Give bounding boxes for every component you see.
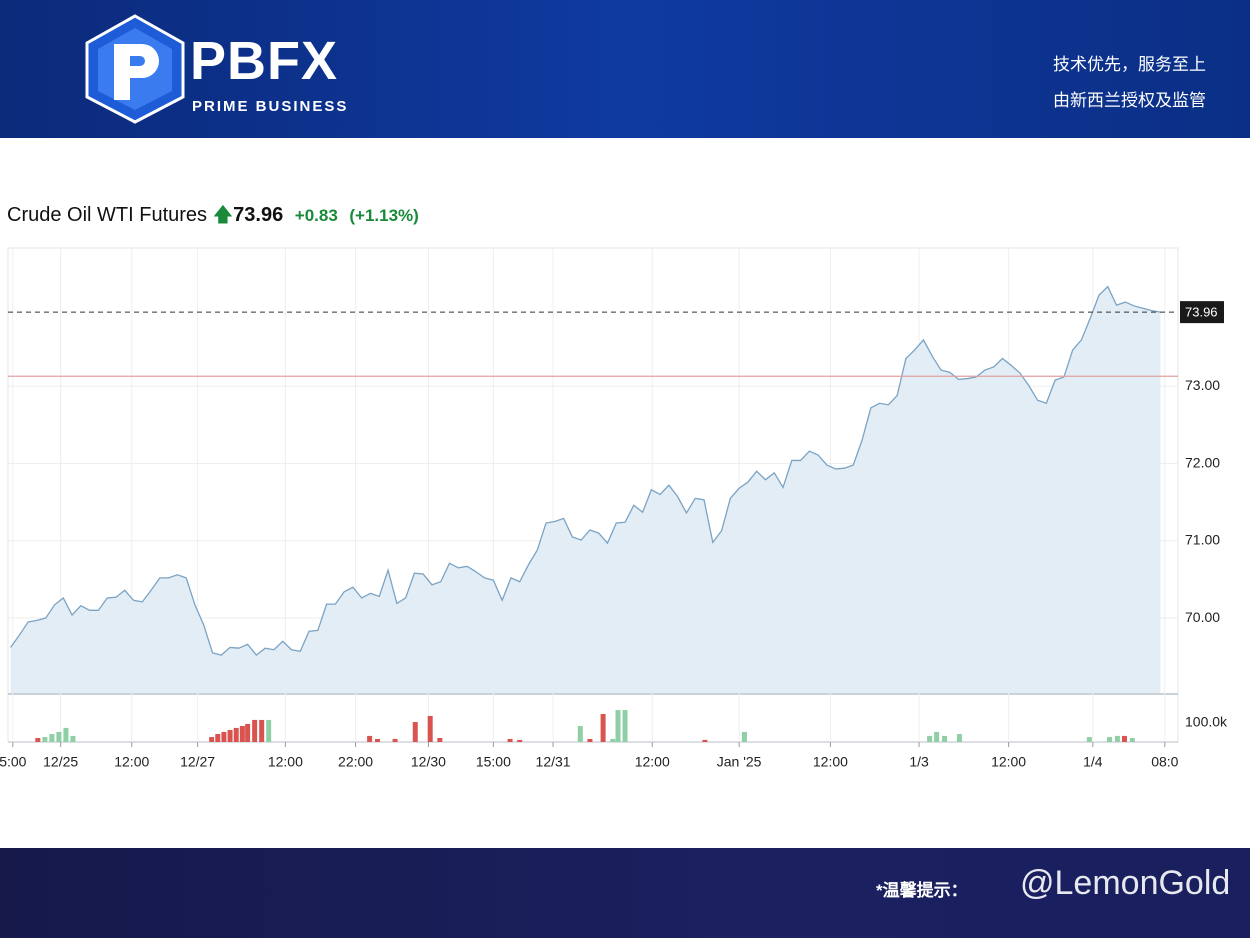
volume-bar — [42, 737, 48, 742]
volume-bar — [942, 735, 948, 742]
volume-bar — [1086, 737, 1092, 742]
volume-bar — [1114, 735, 1120, 742]
y-tick-label: 73.00 — [1185, 377, 1220, 393]
quote-header: Crude Oil WTI Futures 🡅73.96 +0.83 (+1.1… — [7, 200, 419, 234]
x-tick-label: 12:00 — [991, 754, 1026, 770]
x-tick-label: 12/25 — [43, 754, 78, 770]
x-tick-label: 12/30 — [411, 754, 446, 770]
slogan: 技术优先，服务至上 — [1053, 55, 1206, 74]
volume-bar — [507, 738, 513, 742]
slogan: 由新西兰授权及监管 — [1053, 91, 1206, 110]
x-tick-label: 12/27 — [180, 754, 215, 770]
brand: PBFX — [190, 31, 339, 91]
x-tick-label: 15:00 — [476, 754, 511, 770]
x-tick-label: 12/31 — [536, 754, 571, 770]
volume-bar — [412, 722, 418, 742]
x-tick-label: 5:00 — [0, 754, 27, 770]
line — [10, 285, 1161, 657]
x-tick-label: 08:0 — [1151, 754, 1178, 770]
volume-bar — [577, 726, 583, 742]
volume-bar — [437, 738, 443, 742]
volume-bar — [252, 719, 258, 742]
x-tick-label: 12:00 — [813, 754, 848, 770]
x-tick-label: 1/3 — [909, 754, 929, 770]
x-tick-label: 12:00 — [268, 754, 303, 770]
y-tick-label: 70.00 — [1185, 609, 1220, 625]
x-tick-label: 22:00 — [338, 754, 373, 770]
instrument-name: Crude Oil WTI Futures — [7, 204, 208, 226]
volume-bar — [209, 737, 215, 742]
volume-bar — [70, 735, 76, 742]
volume-bar — [934, 731, 940, 742]
volume-bar — [1129, 738, 1135, 742]
volume-bar — [600, 714, 606, 742]
change: +0.83 — [294, 206, 338, 225]
footer — [0, 848, 1250, 938]
volume-bar — [927, 735, 933, 742]
volume-bar — [622, 710, 628, 742]
volume-bar — [1107, 737, 1113, 742]
x-tick-label: 12:00 — [114, 754, 149, 770]
last-price: 73.96 — [233, 204, 284, 226]
change-pct: (+1.13%) — [349, 206, 419, 225]
volume-bar — [367, 735, 373, 742]
price-tag — [1180, 301, 1224, 324]
watermark: @LemonGold — [1020, 864, 1231, 902]
x-tick-label: 12:00 — [635, 754, 670, 770]
volume-bar — [1121, 735, 1127, 742]
up-arrow: 🡅 — [212, 204, 234, 226]
volume-bar — [221, 731, 227, 742]
volume-bar — [610, 738, 616, 742]
chart: 5:00 12/25 12:00 12/27 12:00 22:00 12/30 15:00 1… — [0, 247, 1228, 770]
volume-bar — [227, 730, 233, 742]
volume-bar — [239, 726, 245, 742]
y-tick-label: 72.00 — [1185, 454, 1220, 470]
notice: *温馨提示： — [876, 881, 968, 900]
area — [10, 286, 1161, 693]
volume-bar — [63, 727, 69, 742]
header: PBFX PRIME BUSINESS 技术优先，服务至上 由新西兰授权及监管 — [0, 0, 1250, 138]
volume-bar — [587, 738, 593, 742]
volume-bar — [233, 727, 239, 742]
volume-bar — [245, 723, 251, 742]
volume-bar — [392, 738, 398, 742]
volume-bar — [215, 734, 221, 742]
volume-bar — [49, 734, 55, 742]
x-tick-label: 1/4 — [1083, 754, 1103, 770]
y-tick-label: 100.0k — [1185, 714, 1228, 730]
x-tick-label: Jan '25 — [717, 754, 762, 770]
volume-bar — [517, 739, 523, 742]
volume-bar — [956, 734, 962, 742]
volume-bar — [35, 738, 41, 742]
volume-bar — [266, 719, 272, 742]
volume-bar — [741, 731, 747, 742]
volume-bar — [427, 715, 433, 742]
volume-bar — [702, 739, 708, 742]
logo-icon — [85, 14, 185, 124]
y-tick-label: 71.00 — [1185, 532, 1220, 548]
volume-bar — [259, 719, 265, 742]
tagline: PRIME BUSINESS — [192, 98, 349, 115]
volume-bar — [56, 731, 62, 742]
volume-bar — [375, 738, 381, 742]
volume-bar — [615, 710, 621, 742]
price-tag-label: 73.96 — [1185, 305, 1218, 320]
